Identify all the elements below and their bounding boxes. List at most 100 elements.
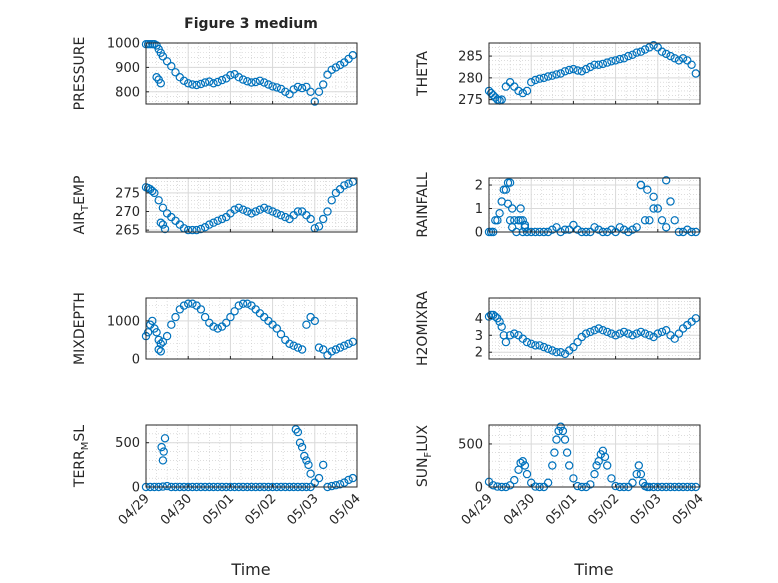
data-point xyxy=(662,176,671,185)
data-point xyxy=(573,66,582,75)
data-point xyxy=(192,225,201,235)
data-point xyxy=(158,52,168,61)
data-point xyxy=(636,327,646,337)
data-point xyxy=(327,347,336,356)
data-point xyxy=(615,223,625,232)
data-point xyxy=(310,97,319,106)
data-point xyxy=(562,448,572,457)
data-point xyxy=(560,435,570,444)
data-point xyxy=(522,337,532,347)
data-point xyxy=(503,199,513,208)
data-point xyxy=(569,342,578,352)
data-point xyxy=(306,469,315,478)
y-tick-label: 1000 xyxy=(107,314,140,329)
data-point xyxy=(619,54,629,63)
data-point xyxy=(628,50,637,60)
y-axis-label: MIXDEPTH xyxy=(72,292,88,365)
data-point xyxy=(645,331,654,340)
data-point xyxy=(331,63,341,72)
data-point xyxy=(205,77,214,86)
data-point xyxy=(306,214,315,224)
data-point xyxy=(209,322,218,331)
data-point xyxy=(556,348,565,357)
data-point xyxy=(251,207,260,216)
series-markers xyxy=(484,41,701,105)
data-point xyxy=(293,343,303,352)
y-tick-label: 900 xyxy=(115,61,140,76)
data-point xyxy=(289,85,298,94)
data-point xyxy=(285,89,294,99)
data-point xyxy=(319,460,328,470)
data-point xyxy=(581,64,591,74)
data-point xyxy=(335,480,345,489)
data-point xyxy=(497,322,506,331)
data-point xyxy=(666,51,675,61)
data-point xyxy=(314,222,324,231)
data-point xyxy=(611,481,620,491)
data-point xyxy=(636,47,646,56)
axes-box xyxy=(145,297,358,360)
subplot-rainfall: 0 1 2 RAINFALL xyxy=(415,172,701,241)
data-point xyxy=(293,207,303,216)
y-tick-label: 500 xyxy=(458,437,483,452)
data-point xyxy=(573,225,582,234)
data-point xyxy=(683,56,692,65)
data-point xyxy=(594,225,603,234)
data-point xyxy=(678,54,688,63)
data-point xyxy=(272,209,281,218)
data-point xyxy=(516,458,525,468)
data-point xyxy=(505,77,515,87)
data-point xyxy=(569,474,578,483)
data-point xyxy=(552,435,561,444)
data-point xyxy=(516,216,525,225)
data-point xyxy=(268,207,277,216)
data-point xyxy=(158,337,168,346)
data-point xyxy=(276,210,286,220)
data-point xyxy=(514,86,523,96)
data-point xyxy=(510,216,519,225)
data-point xyxy=(300,451,309,461)
y-axis-label: THETA xyxy=(415,51,431,97)
data-point xyxy=(340,181,349,190)
data-point xyxy=(348,337,357,346)
data-point xyxy=(573,481,582,491)
data-point xyxy=(162,57,172,66)
data-point xyxy=(158,203,168,212)
data-point xyxy=(683,225,692,234)
data-point xyxy=(234,72,243,82)
data-point xyxy=(691,314,701,323)
data-point xyxy=(619,225,629,234)
data-point xyxy=(628,225,637,234)
data-point xyxy=(243,299,252,308)
data-point xyxy=(260,203,269,212)
data-point xyxy=(607,329,616,338)
data-point xyxy=(200,312,210,322)
data-point xyxy=(531,75,540,85)
data-point xyxy=(645,216,654,225)
data-point xyxy=(598,326,608,335)
data-point xyxy=(152,328,161,337)
data-point xyxy=(674,56,684,65)
data-point xyxy=(518,88,528,98)
data-point xyxy=(247,209,256,218)
data-point xyxy=(230,307,239,316)
data-point xyxy=(560,225,570,234)
data-point xyxy=(594,324,603,333)
subplot-mixdepth: 0 1000 MIXDEPTH xyxy=(72,292,358,368)
data-point xyxy=(285,339,294,348)
data-point xyxy=(558,426,568,436)
data-point xyxy=(505,481,515,490)
data-point xyxy=(662,223,671,232)
data-point xyxy=(167,61,176,71)
x-axis-label-left: Time xyxy=(230,560,270,579)
data-point xyxy=(508,204,517,213)
y-axis-label: TERRMSL xyxy=(72,425,91,488)
data-point xyxy=(297,442,307,452)
data-point xyxy=(632,329,641,338)
y-tick-label: 800 xyxy=(115,85,140,100)
data-point xyxy=(234,203,243,212)
data-point xyxy=(276,84,286,94)
data-point xyxy=(657,327,667,337)
data-point xyxy=(200,78,210,87)
data-point xyxy=(293,427,303,437)
